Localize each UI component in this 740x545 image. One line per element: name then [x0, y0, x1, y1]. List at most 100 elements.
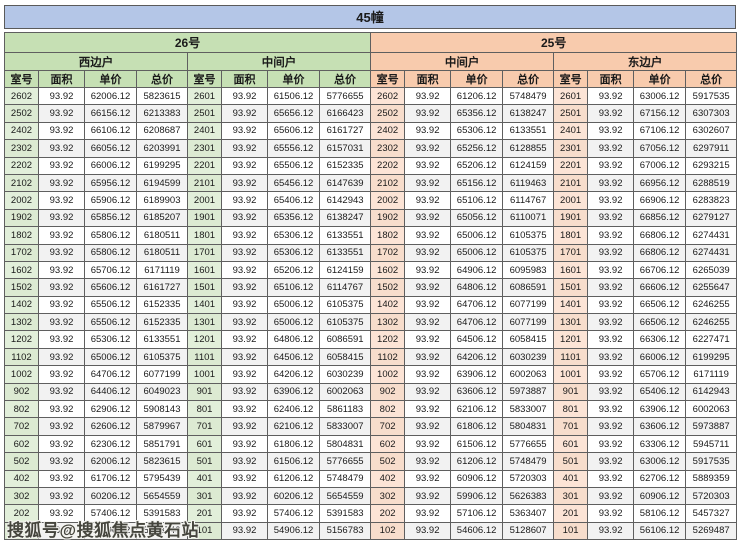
cell-total-price: 6199295	[136, 156, 188, 175]
cell-room: 1701	[187, 243, 222, 262]
cell-room: 1001	[187, 365, 222, 384]
cell-room: 1501	[187, 278, 222, 297]
cell-total-price: 6002063	[318, 382, 372, 402]
cell-unit-price: 65356.12	[267, 208, 320, 228]
cell-total-price: 5973887	[685, 417, 738, 436]
cell-area: 93.92	[221, 365, 268, 384]
cell-total-price: 6185207	[136, 208, 188, 228]
cell-area: 93.92	[404, 243, 452, 262]
cell-room: 2001	[553, 191, 589, 210]
cell-area: 93.92	[587, 104, 635, 123]
cell-total-price: 6180511	[136, 243, 188, 262]
cell-total-price: 6227471	[685, 330, 738, 349]
cell-room: 1101	[187, 347, 222, 367]
cell-area: 93.92	[38, 382, 85, 402]
cell-area: 93.92	[38, 173, 85, 193]
cell-area: 93.92	[404, 382, 452, 402]
cell-unit-price: 65406.12	[267, 191, 320, 210]
cell-total-price: 5823615	[136, 452, 188, 471]
cell-total-price: 5269487	[685, 521, 738, 541]
cell-area: 93.92	[221, 382, 268, 402]
cell-area: 93.92	[38, 226, 85, 245]
cell-total-price: 6119463	[502, 173, 555, 193]
cell-area: 93.92	[587, 226, 635, 245]
cell-unit-price: 66956.12	[633, 173, 687, 193]
cell-total-price: 5363407	[502, 504, 555, 523]
cell-room: 1202	[370, 330, 406, 349]
cell-room: 2601	[553, 86, 589, 106]
cell-unit-price: 64806.12	[267, 330, 320, 349]
cell-area: 93.92	[587, 208, 635, 228]
cell-total-price: 6246255	[685, 295, 738, 315]
cell-area: 93.92	[587, 382, 635, 402]
cell-total-price: 5156783	[318, 521, 372, 541]
cell-unit-price: 65056.12	[450, 208, 504, 228]
cell-unit-price: 58106.12	[633, 504, 687, 523]
cell-unit-price: 61506.12	[267, 86, 320, 106]
cell-room: 1201	[187, 330, 222, 349]
cell-room: 2402	[370, 121, 406, 141]
table-row: 1002 93.92 64706.12 6077199 1001 93.92 64206.1…	[4, 365, 738, 384]
cell-area: 93.92	[404, 191, 452, 210]
cell-area: 93.92	[38, 260, 85, 280]
cell-area: 93.92	[587, 156, 635, 175]
cell-unit-price: 54606.12	[450, 521, 504, 541]
section-building-25: 25号	[370, 32, 738, 53]
cell-area: 93.92	[38, 104, 85, 123]
cell-unit-price: 65506.12	[267, 156, 320, 175]
cell-room: 2201	[553, 156, 589, 175]
cell-total-price: 6138247	[502, 104, 555, 123]
cell-unit-price: 67156.12	[633, 104, 687, 123]
cell-area: 93.92	[587, 434, 635, 454]
table-row: 1902 93.92 65856.12 6185207 1901 93.92 65356.1…	[4, 208, 738, 228]
table-row: 1602 93.92 65706.12 6171119 1601 93.92 65206.1…	[4, 260, 738, 280]
cell-area: 93.92	[38, 365, 85, 384]
cell-room: 2201	[187, 156, 222, 175]
cell-area: 93.92	[404, 260, 452, 280]
cell-area: 93.92	[221, 139, 268, 158]
cell-total-price: 6307303	[685, 104, 738, 123]
cell-total-price: 6171119	[685, 365, 738, 384]
cell-total-price: 5391583	[318, 504, 372, 523]
cell-total-price: 5851791	[136, 434, 188, 454]
cell-total-price: 6246255	[685, 313, 738, 332]
cell-unit-price: 65906.12	[84, 191, 137, 210]
cell-area: 93.92	[221, 469, 268, 488]
table-row: 1802 93.92 65806.12 6180511 1801 93.92 65306.1…	[4, 226, 738, 245]
col-unit-price: 单价	[450, 70, 504, 88]
cell-total-price: 5795439	[136, 469, 188, 488]
cell-room: 1401	[187, 295, 222, 315]
cell-area: 93.92	[38, 139, 85, 158]
cell-unit-price: 65206.12	[267, 260, 320, 280]
table-row: 1202 93.92 65306.12 6133551 1201 93.92 64806.1…	[4, 330, 738, 349]
cell-room: 201	[553, 504, 589, 523]
cell-room: 2302	[370, 139, 406, 158]
col-room: 室号	[4, 70, 39, 88]
cell-unit-price: 61706.12	[84, 469, 137, 488]
cell-unit-price: 55406.12	[84, 521, 137, 541]
cell-unit-price: 67056.12	[633, 139, 687, 158]
section-header-row: 26号 25号	[3, 32, 738, 53]
cell-unit-price: 66906.12	[633, 191, 687, 210]
cell-unit-price: 65256.12	[450, 139, 504, 158]
cell-total-price: 6302607	[685, 121, 738, 141]
cell-unit-price: 64706.12	[84, 365, 137, 384]
cell-total-price: 6152335	[136, 313, 188, 332]
cell-total-price: 6002063	[685, 400, 738, 419]
cell-room: 2202	[4, 156, 39, 175]
cell-unit-price: 62706.12	[633, 469, 687, 488]
col-unit-price: 单价	[267, 70, 320, 88]
col-unit-price: 单价	[84, 70, 137, 88]
cell-room: 1402	[4, 295, 39, 315]
cell-area: 93.92	[221, 121, 268, 141]
cell-area: 93.92	[404, 86, 452, 106]
cell-room: 1701	[553, 243, 589, 262]
cell-area: 93.92	[221, 521, 268, 541]
cell-area: 93.92	[587, 469, 635, 488]
cell-room: 901	[187, 382, 222, 402]
cell-total-price: 6133551	[502, 121, 555, 141]
cell-room: 1802	[370, 226, 406, 245]
cell-total-price: 6086591	[318, 330, 372, 349]
cell-unit-price: 66856.12	[633, 208, 687, 228]
cell-total-price: 6128855	[502, 139, 555, 158]
